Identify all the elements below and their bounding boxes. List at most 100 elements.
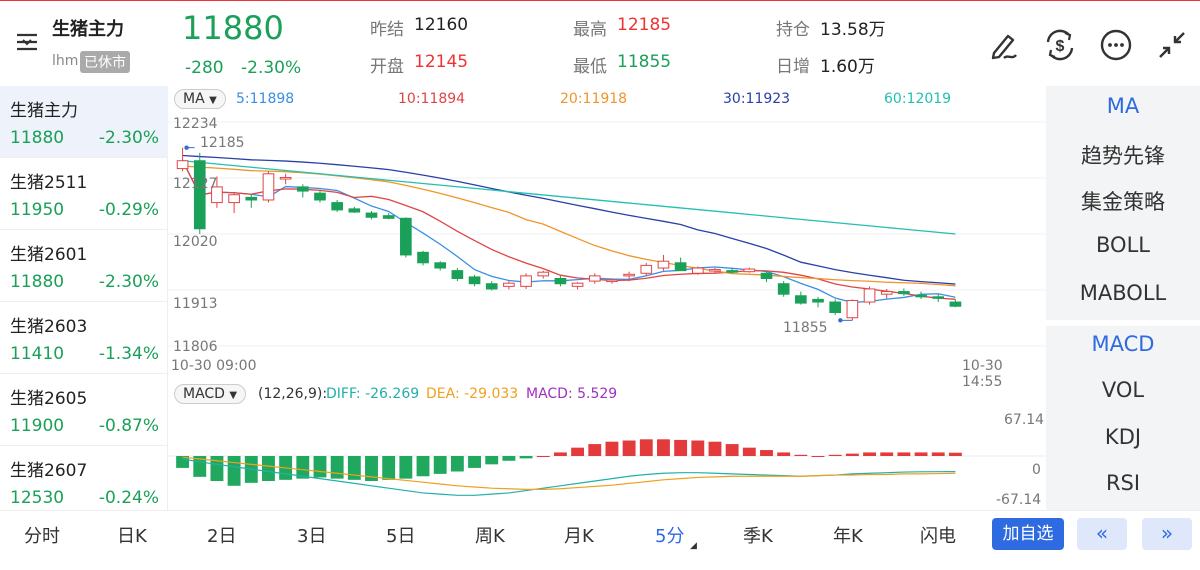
more-icon[interactable] xyxy=(1098,27,1134,63)
macd-bar xyxy=(296,456,310,479)
stat-value-high: 12185 xyxy=(617,15,672,35)
candle-body xyxy=(554,277,567,285)
candle-body xyxy=(932,296,945,299)
prev-button[interactable]: « xyxy=(1077,518,1127,550)
price-change-pct: -2.30% xyxy=(241,58,302,78)
macd-bar xyxy=(519,456,533,459)
contract-name: 生猪2511 xyxy=(10,173,88,193)
candle-body xyxy=(417,251,429,264)
macd-bar xyxy=(536,456,550,457)
candle-body xyxy=(743,268,756,273)
period-tab[interactable]: 5日 xyxy=(386,526,416,547)
indicator-option[interactable]: MABOLL xyxy=(1079,281,1167,305)
edit-icon[interactable] xyxy=(986,27,1022,63)
candle-body xyxy=(880,291,893,295)
period-tab[interactable]: 分时 xyxy=(24,526,60,547)
period-tab[interactable]: 年K xyxy=(833,526,863,547)
period-tab[interactable]: 季K xyxy=(743,526,773,547)
candle-body xyxy=(640,264,653,274)
macd-bar xyxy=(176,456,190,468)
candle-body xyxy=(348,208,361,213)
ma60-label: 60:12019 xyxy=(884,91,952,107)
macd-bar xyxy=(897,452,911,456)
main-indicator-select[interactable]: MA ▼ xyxy=(174,89,226,109)
macd-bar xyxy=(777,452,791,456)
period-tab[interactable]: 月K xyxy=(564,526,594,547)
menu-icon[interactable] xyxy=(14,31,40,53)
stat-value-daily-increase: 1.60万 xyxy=(820,57,875,77)
ma20-label: 20:11918 xyxy=(560,91,628,107)
contract-change-pct: -0.87% xyxy=(98,416,159,436)
stat-value-low: 11855 xyxy=(617,52,672,72)
period-tab[interactable]: 3日 xyxy=(297,526,327,547)
y-axis-label: 12020 xyxy=(173,234,218,250)
candle-body xyxy=(468,276,481,285)
stat-label-low: 最低 xyxy=(573,57,607,77)
indicator-option[interactable]: RSI xyxy=(1105,471,1141,495)
sub-indicator-label: MACD xyxy=(183,386,225,402)
candle-body xyxy=(709,269,721,272)
candle-body xyxy=(795,295,807,304)
macd-bar xyxy=(622,440,636,456)
contract-list-item[interactable]: 生猪2601 11880 -2.30% xyxy=(0,230,168,302)
candle-body xyxy=(314,192,326,201)
period-tab[interactable]: 日K xyxy=(117,526,147,547)
macd-bar xyxy=(948,452,962,456)
contract-list-item[interactable]: 生猪2511 11950 -0.29% xyxy=(0,158,168,230)
candle-body xyxy=(451,270,464,279)
candle-body xyxy=(623,273,635,277)
contract-change-pct: -2.30% xyxy=(98,128,159,148)
ma30-label: 30:11923 xyxy=(723,91,791,107)
candle-body xyxy=(485,283,498,290)
stat-label-open-interest: 持仓 xyxy=(776,20,810,40)
add-favorite-button[interactable]: 加自选 xyxy=(992,518,1064,550)
period-tab[interactable]: 周K xyxy=(475,526,505,547)
candle-body xyxy=(503,282,515,287)
indicator-option[interactable]: 集金策略 xyxy=(1081,190,1165,214)
macd-bar xyxy=(794,454,808,456)
macd-y-label: -67.14 xyxy=(996,492,1042,508)
contract-list-item[interactable]: 生猪2605 11900 -0.87% xyxy=(0,374,168,446)
sub-indicator-select[interactable]: MACD ▼ xyxy=(174,384,247,404)
macd-dea-label: DEA: -29.033 xyxy=(426,386,519,402)
macd-bar xyxy=(880,452,894,456)
candle-body xyxy=(400,217,412,256)
contract-price: 12530 xyxy=(10,488,65,508)
kline-chart[interactable]: MA ▼ 5:11898 10:11894 20:11918 30:11923 … xyxy=(168,86,1046,510)
indicator-option[interactable]: MA xyxy=(1106,94,1140,118)
time-end-label: 10-30 14:55 xyxy=(962,358,1003,390)
macd-bar xyxy=(416,456,430,477)
candle-body xyxy=(657,260,670,269)
period-tab-selected[interactable]: 5分 xyxy=(655,526,685,547)
contract-list-item[interactable]: 生猪2603 11410 -1.34% xyxy=(0,302,168,374)
candle-body xyxy=(846,299,859,319)
contract-price: 11900 xyxy=(10,416,65,436)
next-button[interactable]: » xyxy=(1142,518,1192,550)
macd-value-label: MACD: 5.529 xyxy=(526,386,618,402)
contract-list-item[interactable]: 生猪2607 12530 -0.24% xyxy=(0,446,168,518)
candle-body xyxy=(949,301,962,307)
period-tab[interactable]: 2日 xyxy=(207,526,237,547)
chevron-down-icon: ▼ xyxy=(229,390,238,401)
indicator-option[interactable]: 趋势先锋 xyxy=(1081,144,1165,168)
macd-bar xyxy=(828,454,842,456)
indicator-option[interactable]: MACD xyxy=(1091,332,1155,356)
candle-body xyxy=(262,173,275,201)
contract-price: 11880 xyxy=(10,272,65,292)
price-change: -280 xyxy=(185,58,224,78)
indicator-option[interactable]: BOLL xyxy=(1096,233,1150,257)
candle-body xyxy=(537,271,550,277)
contract-list-item[interactable]: 生猪主力 11880 -2.30% xyxy=(0,86,168,158)
indicator-option[interactable]: KDJ xyxy=(1104,425,1142,449)
macd-bar xyxy=(691,440,705,456)
macd-bar xyxy=(365,456,378,482)
candle-body xyxy=(829,301,842,314)
candle-body xyxy=(777,283,790,295)
macd-bar xyxy=(931,452,945,456)
currency-icon[interactable]: $ xyxy=(1042,27,1078,63)
contract-name: 生猪主力 xyxy=(10,101,78,121)
candle-body xyxy=(382,215,395,219)
collapse-icon[interactable] xyxy=(1154,27,1190,63)
indicator-option[interactable]: VOL xyxy=(1101,378,1145,402)
period-tab[interactable]: 闪电 xyxy=(920,526,956,547)
